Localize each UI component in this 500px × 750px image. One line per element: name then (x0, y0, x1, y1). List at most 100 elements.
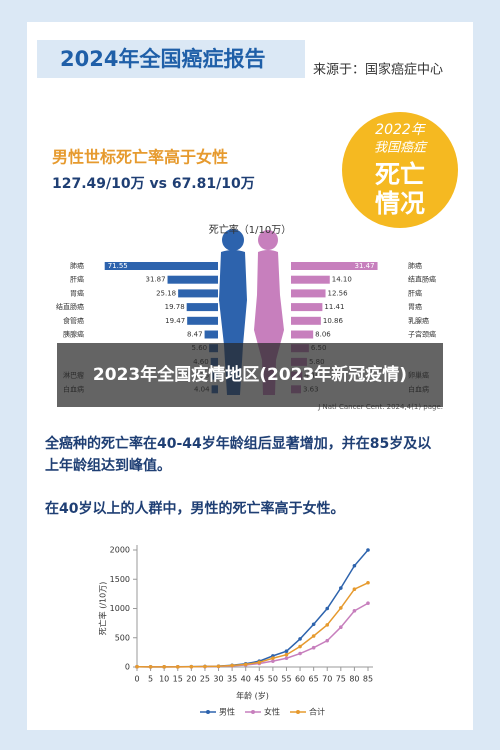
point (284, 649, 289, 654)
point (175, 665, 180, 669)
point (271, 659, 275, 663)
point (311, 645, 316, 650)
female-figure (254, 230, 284, 395)
point (135, 664, 139, 669)
x-tick-label: 0 (134, 675, 139, 684)
category-label: 结直肠癌 (56, 302, 84, 311)
category-label: 胰腺癌 (63, 330, 84, 339)
point (339, 625, 343, 630)
x-tick-label: 65 (309, 675, 319, 684)
category-label: 结直肠癌 (408, 275, 436, 284)
x-tick-label: 70 (322, 675, 332, 684)
point (189, 664, 194, 669)
badge-subject: 我国癌症 (374, 140, 428, 156)
x-tick-label: 25 (200, 675, 210, 684)
x-tick-label: 10 (159, 675, 169, 684)
value-label: 71.55 (108, 262, 128, 270)
badge-year: 2022年 (375, 122, 427, 138)
point (284, 652, 289, 657)
category-label: 乳腺癌 (408, 316, 429, 325)
bar (178, 289, 218, 298)
x-tick-label: 40 (241, 675, 251, 684)
x-tick-label: 35 (227, 675, 237, 684)
x-tick-label: 85 (363, 675, 373, 684)
value-label: 14.10 (332, 276, 352, 284)
point (216, 664, 221, 669)
point (325, 638, 330, 643)
point (284, 656, 289, 661)
x-tick-label: 20 (186, 675, 196, 684)
paragraph: 在40岁以上的人群中，男性的死亡率高于女性。 (45, 501, 345, 517)
bar (291, 316, 321, 325)
value-label: 8.47 (187, 331, 203, 339)
chart-source: J Natl Cancer Cent. 2024,4(1) page. (317, 403, 443, 411)
point (230, 663, 234, 668)
point (298, 644, 302, 649)
headline: 男性世标死亡率高于女性 (52, 148, 228, 167)
point (148, 665, 153, 669)
badge-big: 情况 (375, 189, 425, 218)
x-tick-label: 30 (213, 675, 223, 684)
y-tick-label: 2000 (110, 546, 130, 555)
point (366, 580, 370, 585)
series-line (136, 582, 369, 668)
point (298, 637, 302, 641)
point (311, 634, 316, 638)
category-label: 食管癌 (63, 316, 84, 325)
badge (342, 112, 458, 228)
point (325, 606, 330, 611)
value-label: 10.86 (323, 317, 344, 325)
y-tick-label: 1500 (110, 575, 130, 584)
title: 2024年全国癌症报告 (60, 47, 265, 71)
source: 来源于：国家癌症中心 (313, 62, 443, 78)
point (257, 660, 262, 665)
bar (104, 262, 218, 270)
x-tick-label: 5 (148, 675, 153, 684)
point (162, 665, 166, 669)
value-label: 11.41 (324, 303, 344, 311)
x-tick-label: 80 (349, 675, 359, 684)
category-label: 肺癌 (70, 261, 84, 270)
x-axis-label: 年龄 (岁) (236, 691, 269, 701)
bar (187, 316, 218, 325)
value-label: 25.18 (156, 289, 176, 297)
value-label: 19.78 (165, 303, 185, 311)
value-label: 31.47 (354, 262, 374, 270)
x-tick-label: 45 (254, 675, 264, 684)
point (352, 587, 357, 591)
category-label: 胃癌 (408, 302, 422, 311)
y-tick-label: 0 (125, 663, 130, 672)
bar (291, 275, 330, 284)
category-label: 肝癌 (70, 275, 84, 284)
value-label: 19.47 (165, 317, 185, 325)
x-tick-label: 15 (173, 675, 183, 684)
legend-label: 男性 (219, 707, 235, 717)
category-label: 子宫颈癌 (408, 330, 436, 339)
category-label: 胃癌 (70, 288, 84, 297)
paragraph: 全癌种的死亡率在40-44岁年龄组后显著增加，并在85岁及以上年龄组达到峰值。 (45, 436, 432, 474)
point (352, 609, 357, 613)
badge-big: 死亡 (375, 160, 425, 189)
x-tick-label: 55 (281, 675, 291, 684)
bar (291, 289, 326, 298)
title-box (37, 40, 305, 78)
y-axis-label: 死亡率 (/10万) (98, 582, 108, 636)
legend-label: 合计 (309, 707, 325, 717)
bar (291, 330, 314, 339)
bar (167, 275, 218, 284)
legend-marker (296, 710, 300, 714)
legend-marker (251, 710, 255, 714)
bar (291, 303, 323, 312)
point (311, 622, 316, 627)
value-label: 12.56 (328, 289, 349, 297)
point (271, 656, 275, 661)
point (243, 662, 248, 667)
y-tick-label: 1000 (110, 604, 130, 613)
bar (291, 262, 378, 270)
bar (204, 330, 218, 339)
x-tick-label: 50 (268, 675, 278, 684)
bar (186, 303, 218, 312)
point (203, 664, 207, 669)
y-tick-label: 500 (115, 633, 130, 642)
